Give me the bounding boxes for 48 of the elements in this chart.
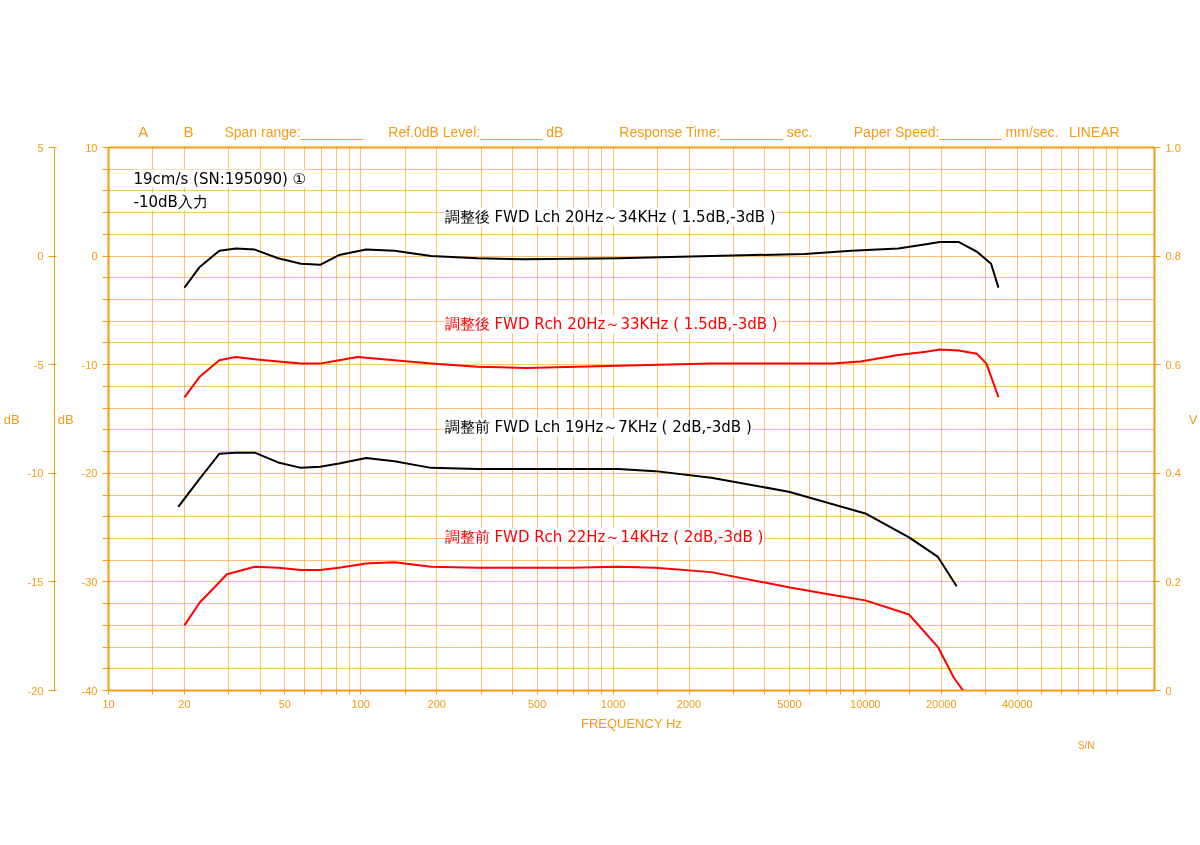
y2-tick-label: -20: [27, 684, 44, 697]
x-tick-label: 10: [102, 697, 115, 710]
text: Ref.0dB Level:________ dB: [388, 123, 564, 140]
text: 調整前 FWD Lch 19Hz～7KHz ( 2dB,-3dB ): [444, 418, 752, 437]
text: S/N: [1077, 739, 1095, 751]
x-tick-label: 20: [178, 697, 191, 710]
text: A: [138, 123, 149, 140]
x-tick-label: 500: [527, 697, 547, 710]
x-axis-title: FREQUENCY Hz: [580, 715, 682, 731]
annotation: 19cm/s (SN:195090) ①: [133, 169, 307, 188]
y3-tick-label: 0.4: [1165, 467, 1181, 480]
x-tick-label: 40000: [1001, 697, 1033, 710]
text: LINEAR: [1069, 123, 1120, 140]
y3-tick-label: 1.0: [1165, 141, 1181, 154]
text: 調整後 FWD Rch 20Hz～33KHz ( 1.5dB,-3dB ): [444, 315, 778, 334]
y-axis-title: dB: [57, 411, 74, 427]
y2-tick-label: 5: [37, 141, 44, 154]
text: Span range:________: [224, 123, 364, 140]
series-label: 調整前 FWD Rch 22Hz～14KHz ( 2dB,-3dB ): [444, 528, 764, 547]
x-tick-label: 20000: [926, 697, 957, 710]
y3-tick-label: 0.6: [1165, 358, 1181, 371]
y-tick-label: -20: [81, 467, 98, 480]
x-tick-label: 2000: [676, 697, 702, 710]
y2-tick-label: -10: [27, 467, 44, 480]
y-tick-label: -40: [81, 684, 98, 697]
x-tick-label: 5000: [777, 697, 802, 710]
y3-tick-label: 0: [1165, 684, 1172, 697]
y-tick-label: 10: [85, 141, 98, 154]
y3-tick-label: 0.8: [1165, 250, 1181, 263]
y-tick-label: 0: [91, 250, 98, 263]
y2-tick-label: 0: [37, 250, 44, 263]
y-tick-label: -30: [81, 575, 98, 588]
y2-tick-label: -5: [33, 358, 44, 371]
annotation: -10dB入力: [133, 192, 208, 211]
text: Paper Speed:________ mm/sec.: [853, 123, 1059, 140]
y2-axis-title: dB: [3, 411, 20, 427]
series-label: 調整後 FWD Lch 20Hz～34KHz ( 1.5dB,-3dB ): [444, 207, 776, 226]
x-tick-label: 1000: [600, 697, 626, 710]
y-tick-label: -10: [81, 358, 98, 371]
text: B: [183, 123, 194, 140]
x-tick-label: 50: [278, 697, 291, 710]
x-tick-label: 10000: [850, 697, 881, 710]
text: Response Time:________ sec.: [619, 123, 813, 140]
x-tick-label: 100: [351, 697, 370, 710]
y2-tick-label: -15: [27, 575, 44, 588]
y3-axis-title: V: [1188, 411, 1198, 427]
x-tick-label: 200: [427, 697, 446, 710]
y3-tick-label: 0.2: [1165, 575, 1181, 588]
